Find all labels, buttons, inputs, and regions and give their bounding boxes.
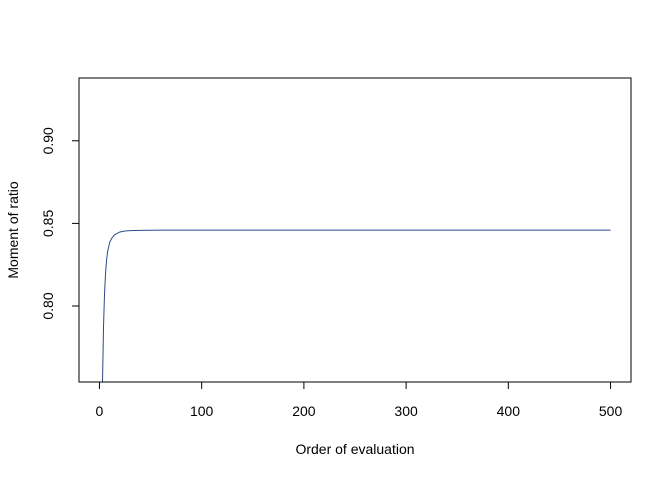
y-axis-label: Moment of ratio [5, 181, 21, 278]
x-tick-label: 500 [599, 403, 623, 419]
series-layer [102, 229, 611, 383]
y-tick-label: 0.85 [40, 210, 56, 237]
x-tick-label: 100 [190, 403, 214, 419]
x-axis: 0 100 200 300 400 500 [96, 381, 623, 419]
y-tick-label: 0.80 [40, 292, 56, 319]
x-tick-label: 300 [394, 403, 418, 419]
y-axis: 0.80 0.85 0.90 [40, 127, 80, 320]
y-tick-label: 0.90 [40, 127, 56, 154]
x-tick-label: 200 [292, 403, 316, 419]
series-line-1 [102, 229, 611, 383]
x-axis-label: Order of evaluation [295, 441, 414, 457]
x-tick-label: 0 [96, 403, 104, 419]
x-tick-label: 400 [497, 403, 521, 419]
